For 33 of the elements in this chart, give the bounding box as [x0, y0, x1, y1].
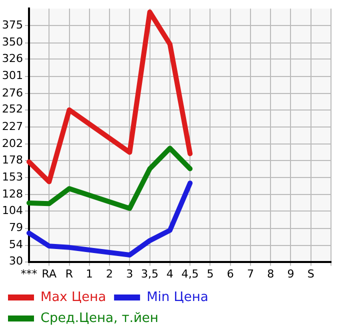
- legend-label: Сред.Цена, т.йен: [40, 310, 158, 326]
- legend-label: Max Цена: [40, 290, 106, 305]
- x-tick-label: 4: [166, 267, 174, 280]
- y-tick-label: 79: [8, 221, 23, 234]
- y-tick-label: 301: [2, 69, 23, 82]
- x-tick-label: S: [307, 267, 314, 280]
- y-tick-label: 54: [8, 238, 23, 252]
- y-tick-label: 375: [2, 18, 23, 32]
- x-tick-label: 6: [226, 267, 234, 280]
- x-tick-label: 9: [287, 267, 294, 280]
- y-tick-label: 178: [2, 153, 23, 166]
- x-tick-label: RA: [42, 267, 57, 280]
- y-tick-label: 227: [2, 120, 23, 133]
- legend-label: Min Цена: [146, 290, 208, 305]
- x-tick-label: ***: [20, 267, 38, 280]
- y-tick-label: 252: [2, 102, 23, 116]
- y-tick-label: 326: [2, 52, 23, 66]
- y-tick-label: 350: [2, 36, 23, 49]
- x-tick-label: 1: [86, 267, 93, 280]
- y-tick-label: 104: [2, 204, 23, 218]
- y-tick-label: 128: [2, 188, 23, 201]
- x-tick-label: 8: [267, 267, 274, 280]
- x-tick-label: 3: [126, 267, 134, 280]
- x-tick-label: R: [65, 267, 74, 280]
- y-tick-label: 153: [2, 170, 23, 184]
- x-tick-label: 4,5: [181, 267, 199, 280]
- x-tick-label: 7: [246, 267, 254, 280]
- y-tick-label: 202: [2, 136, 23, 150]
- x-tick-label: 3,5: [141, 267, 159, 280]
- x-tick-label: 2: [106, 267, 114, 280]
- y-tick-label: 30: [8, 254, 23, 268]
- y-tick-label: 276: [2, 86, 23, 100]
- x-tick-label: 5: [206, 267, 214, 280]
